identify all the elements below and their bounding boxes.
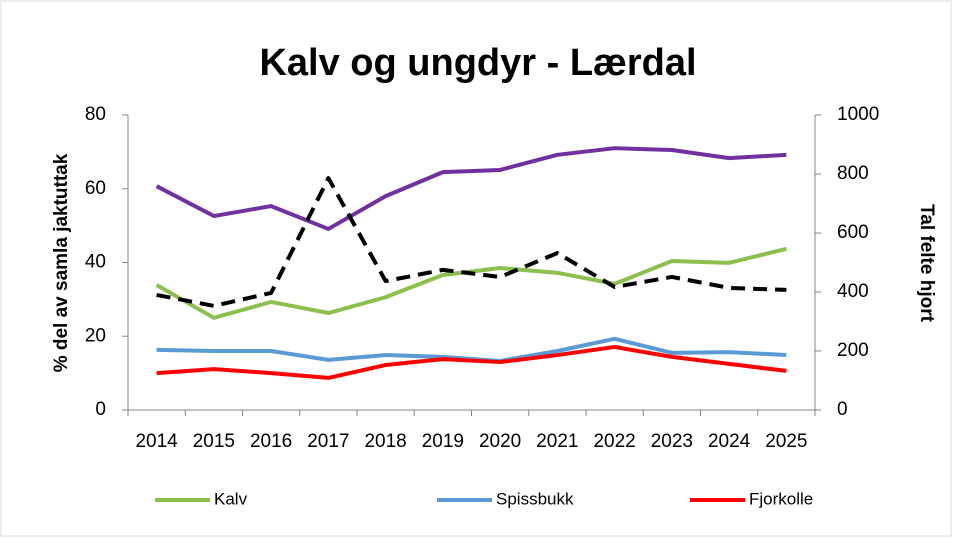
legend-label: Fjorkolle — [749, 489, 813, 508]
legend-label: Kalv — [214, 489, 248, 508]
y-tick-label: 60 — [85, 178, 106, 199]
x-tick-label: 2021 — [536, 431, 578, 452]
y2-tick-label: 600 — [837, 222, 869, 243]
y2-tick-label: 1000 — [837, 104, 879, 125]
x-tick-label: 2024 — [708, 431, 751, 452]
chart-title: Kalv og ungdyr - Lærdal — [259, 42, 696, 84]
x-tick-label: 2014 — [135, 431, 178, 452]
y2-tick-label: 400 — [837, 281, 869, 302]
x-tick-label: 2016 — [250, 431, 292, 452]
x-tick-label: 2020 — [479, 431, 521, 452]
y2-tick-label: 200 — [837, 340, 869, 361]
x-tick-label: 2018 — [364, 431, 406, 452]
x-tick-label: 2025 — [765, 431, 807, 452]
y2-tick-label: 800 — [837, 163, 869, 184]
line-series — [155, 146, 787, 231]
y2-tick-label: 0 — [837, 399, 848, 420]
x-tick-label: 2022 — [593, 431, 635, 452]
line-series — [156, 176, 787, 308]
y-tick-label: 0 — [95, 399, 106, 420]
x-tick-label: 2019 — [422, 431, 464, 452]
line-series — [156, 344, 787, 380]
x-tick-label: 2015 — [193, 431, 235, 452]
legend-label: Spissbukk — [496, 489, 574, 508]
y-axis-label: % del av samla jaktuttak — [51, 153, 72, 372]
y-tick-label: 40 — [85, 252, 106, 273]
x-tick-label: 2017 — [307, 431, 349, 452]
x-tick-label: 2023 — [651, 431, 693, 452]
y-tick-label: 80 — [85, 104, 106, 125]
y2-axis-label: Tal felte hjort — [916, 204, 937, 323]
y-tick-label: 20 — [85, 325, 106, 346]
